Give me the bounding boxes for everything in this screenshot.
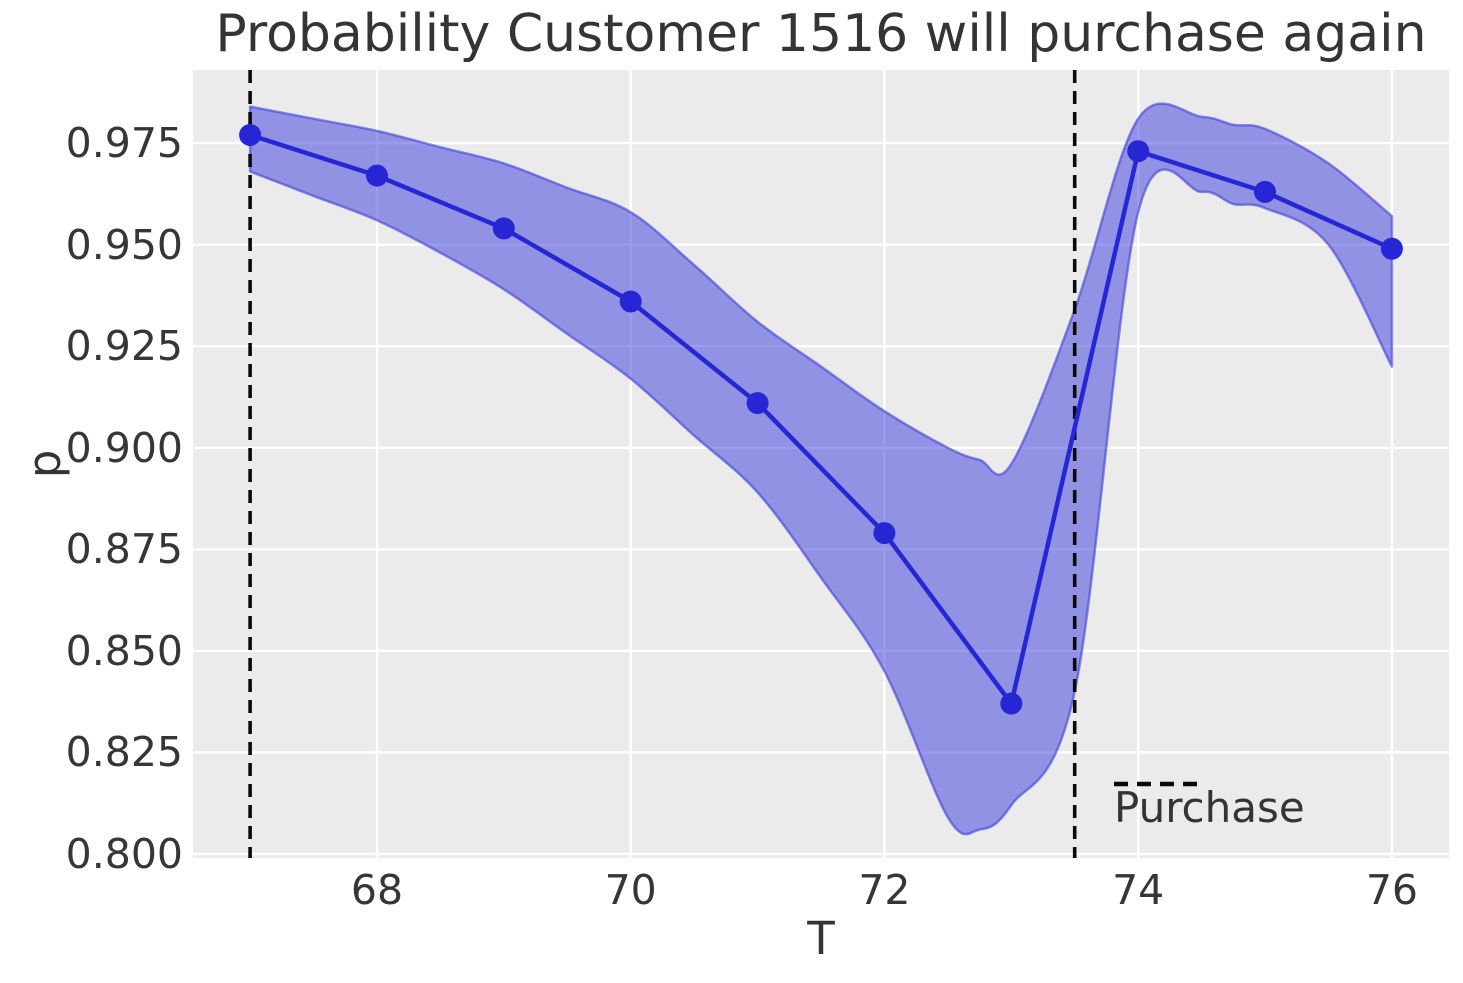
y-tick-label: 0.975 <box>65 119 183 168</box>
x-tick-label: 72 <box>858 866 911 914</box>
y-tick-label: 0.825 <box>65 728 183 777</box>
chart-title: Probability Customer 1516 will purchase … <box>215 4 1427 64</box>
y-tick-label: 0.850 <box>65 626 183 675</box>
legend-dashed-line-icon <box>1114 781 1198 787</box>
data-point-marker <box>1000 692 1023 715</box>
data-point-marker <box>366 164 388 187</box>
x-axis-label: T <box>807 912 835 965</box>
x-tick-label: 74 <box>1112 866 1165 914</box>
legend: Purchase <box>1114 780 1305 834</box>
data-point-marker <box>1254 180 1276 203</box>
data-point-marker <box>492 217 515 240</box>
y-tick-label: 0.925 <box>65 322 183 371</box>
y-tick-label: 0.800 <box>65 829 183 878</box>
plot-svg <box>193 70 1449 858</box>
y-tick-label: 0.875 <box>65 525 183 574</box>
probability-line <box>249 132 1393 706</box>
x-tick-label: 76 <box>1365 866 1418 914</box>
data-point-marker <box>239 124 262 146</box>
data-point-marker <box>619 290 642 313</box>
legend-label: Purchase <box>1114 782 1305 832</box>
data-point-marker <box>1127 140 1150 163</box>
y-tick-label: 0.950 <box>65 220 183 269</box>
x-tick-label: 68 <box>350 866 404 914</box>
plot-area: Purchase <box>193 70 1449 858</box>
data-point-marker <box>1380 237 1403 260</box>
data-point-marker <box>873 522 896 545</box>
y-tick-label: 0.900 <box>65 423 183 472</box>
data-point-marker <box>746 392 769 415</box>
x-tick-label: 70 <box>604 866 657 914</box>
